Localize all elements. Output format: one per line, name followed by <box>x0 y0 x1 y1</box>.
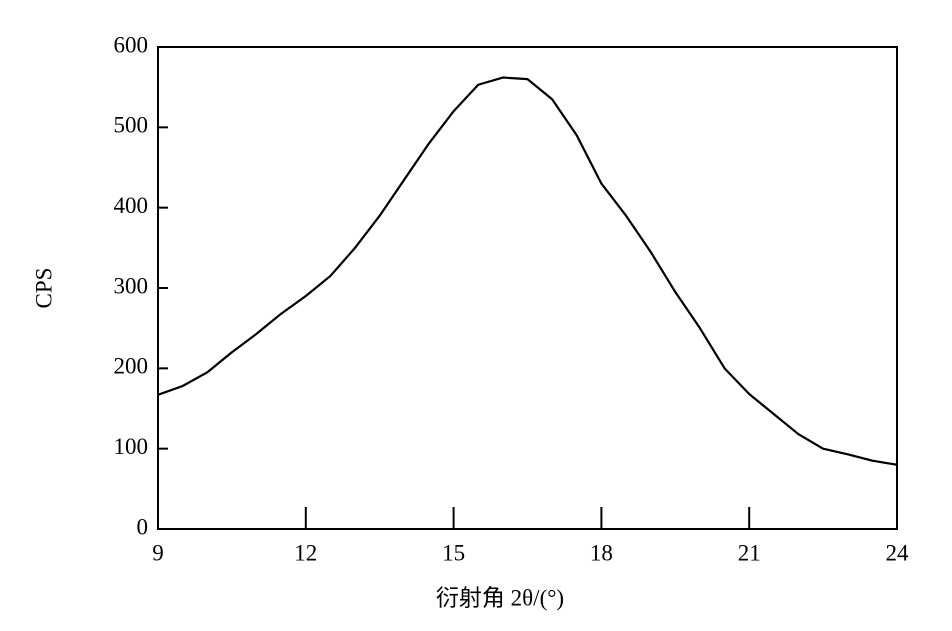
y-tick-label: 400 <box>114 193 149 218</box>
x-tick-label: 15 <box>442 540 465 565</box>
y-tick-label: 500 <box>114 113 149 138</box>
x-tick-label: 12 <box>294 540 317 565</box>
y-tick-label: 0 <box>137 514 149 539</box>
x-tick-label: 24 <box>886 540 910 565</box>
y-tick-label: 100 <box>114 434 149 459</box>
y-tick-label: 600 <box>114 32 149 57</box>
x-tick-label: 9 <box>152 540 164 565</box>
y-axis-label: CPS <box>31 268 56 309</box>
data-line <box>157 76 898 466</box>
x-tick-label: 21 <box>738 540 761 565</box>
plot-frame <box>157 46 898 530</box>
x-axis-label: 衍射角 2θ/(°) <box>436 585 564 610</box>
x-tick-label: 18 <box>590 540 613 565</box>
y-tick-label: 200 <box>114 354 149 379</box>
y-tick-label: 300 <box>114 273 149 298</box>
